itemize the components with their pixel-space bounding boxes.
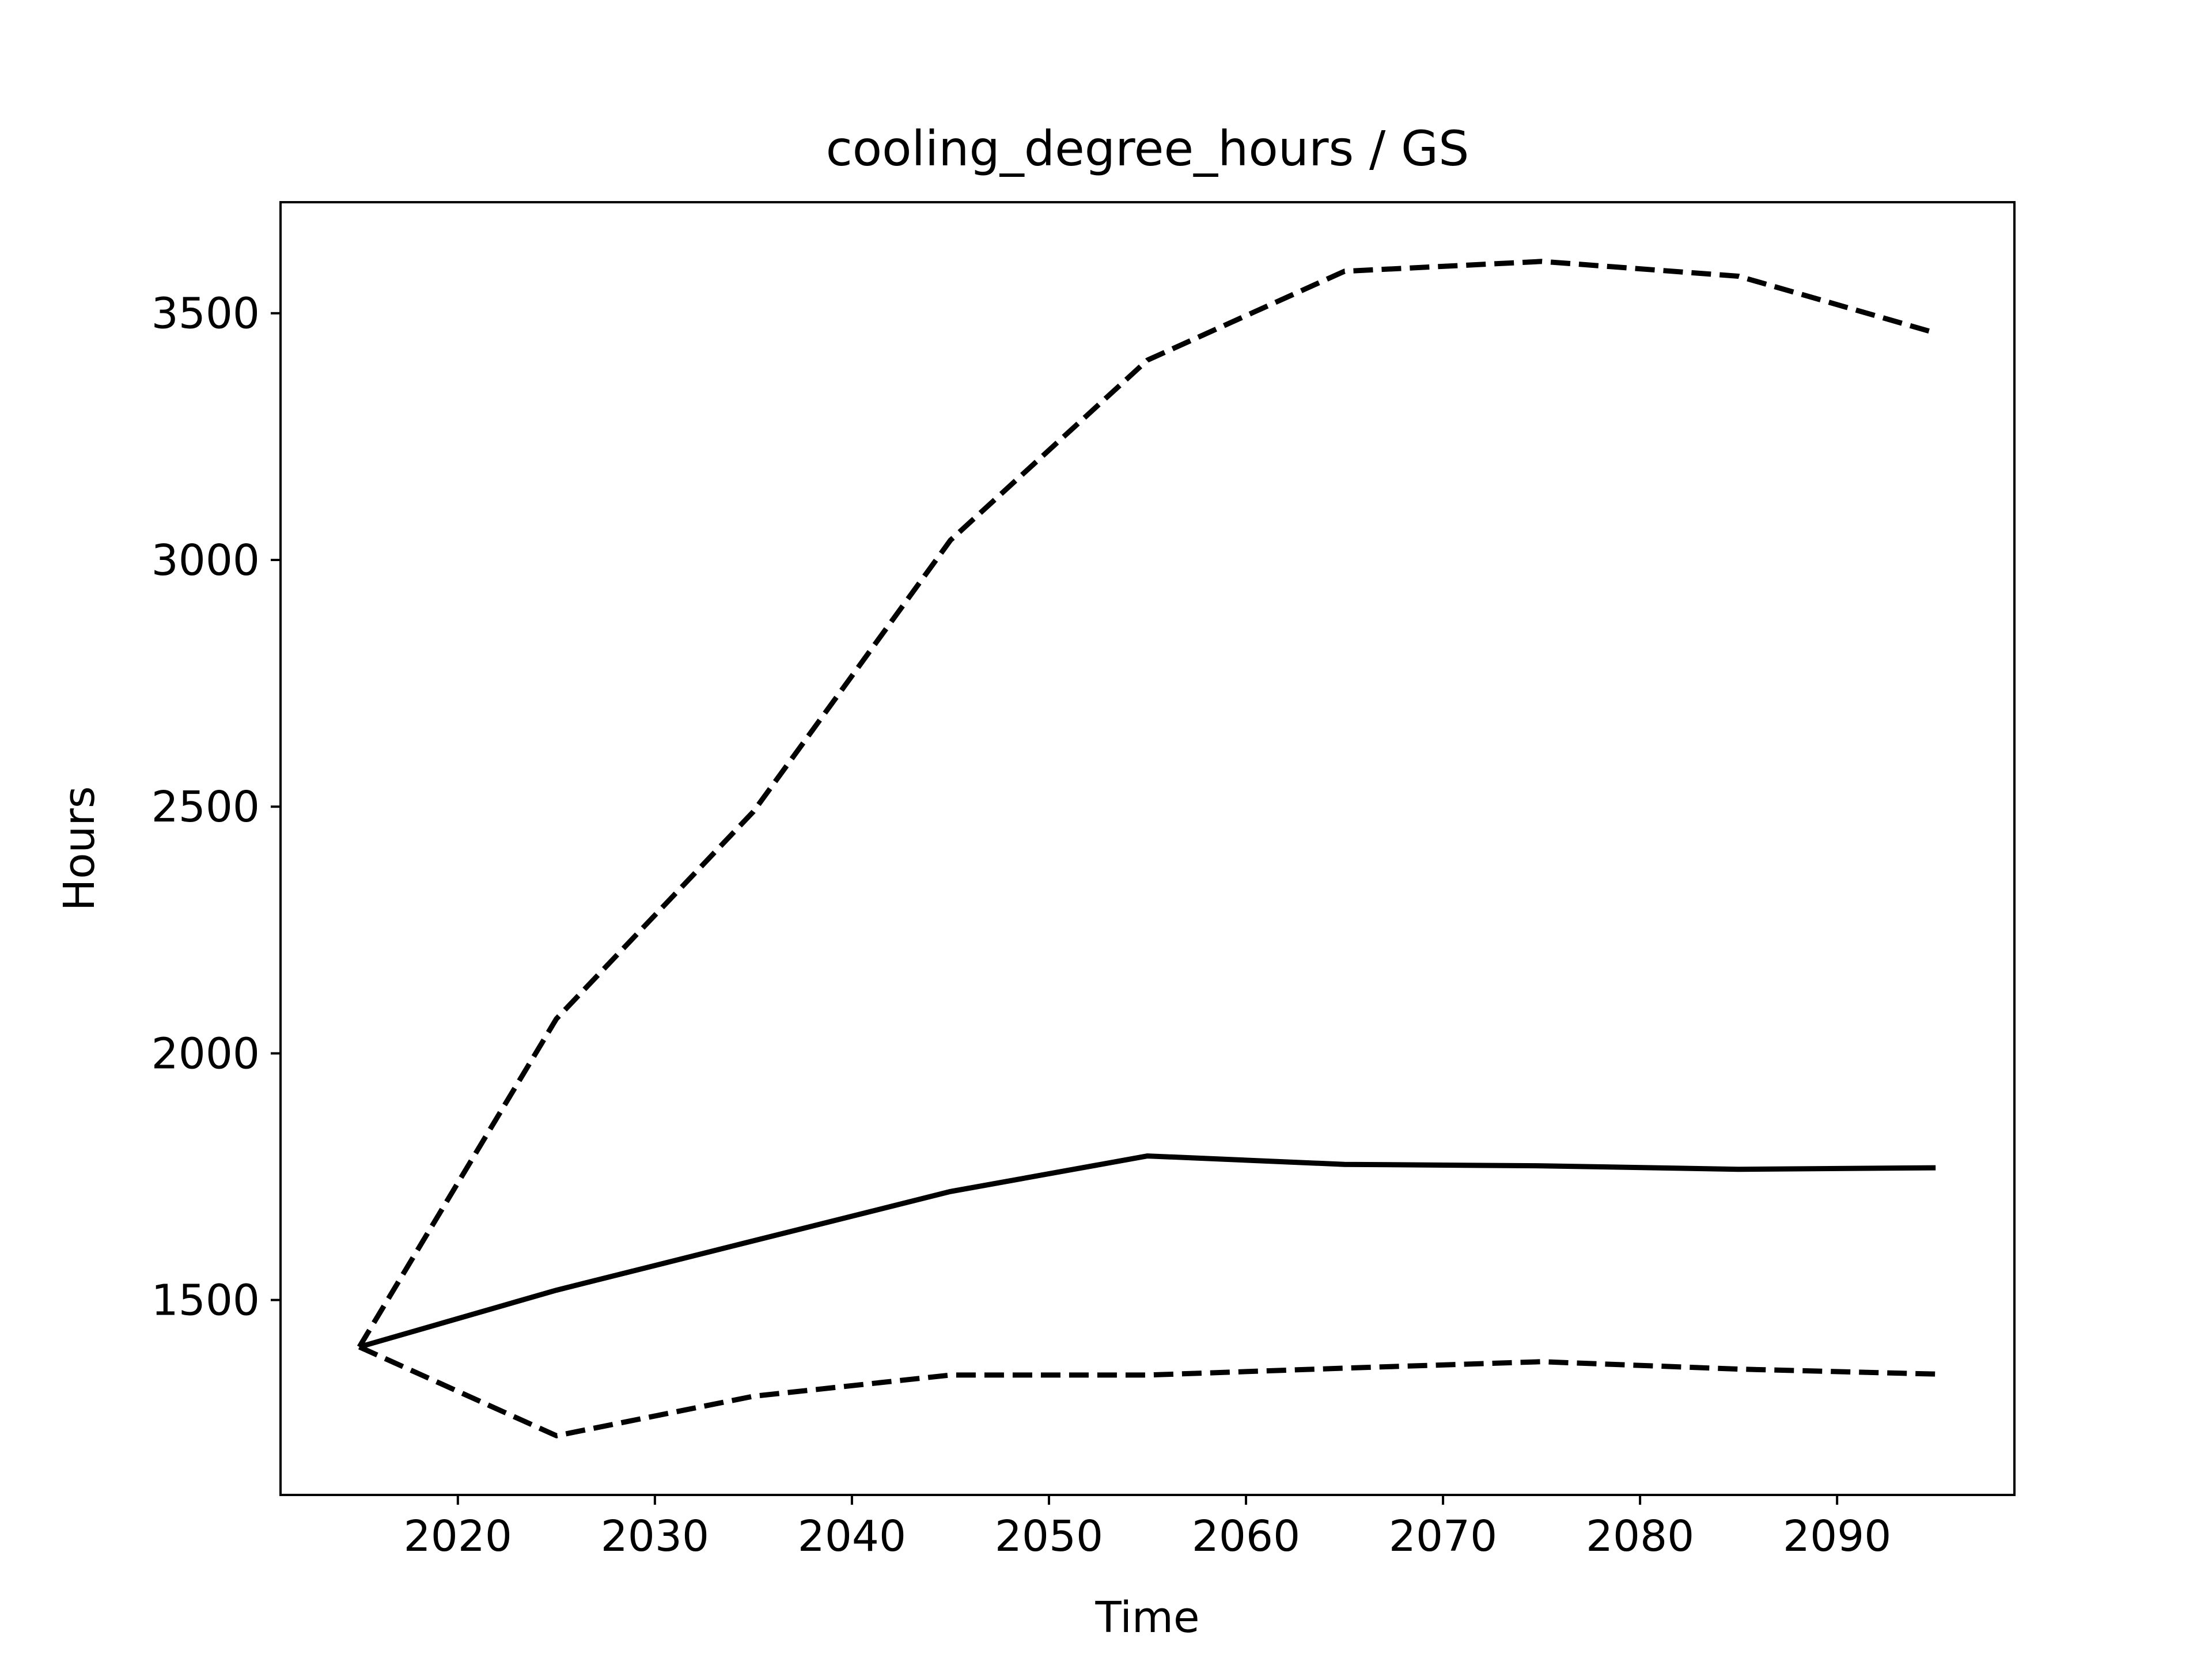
- x-tick-label: 2040: [798, 1512, 906, 1561]
- x-tick-label: 2060: [1192, 1512, 1300, 1561]
- y-tick-label: 1500: [151, 1276, 260, 1326]
- x-axis-label: Time: [1094, 1593, 1199, 1642]
- plot-area-frame: [279, 201, 2016, 1496]
- y-axis-label: Hours: [55, 786, 104, 911]
- y-tick-label: 3000: [151, 536, 260, 585]
- series-layer: [357, 259, 1937, 1438]
- chart-title: cooling_degree_hours / GS: [826, 120, 1469, 177]
- dashed-series-line-2: [357, 259, 1937, 1349]
- ticks-layer: 2020 2030 2040 2050 2060 2070 2080 2090 1500 2000…: [151, 289, 1892, 1561]
- y-tick-label: 3500: [151, 289, 260, 339]
- y-tick-label: 2500: [151, 782, 260, 832]
- x-tick-label: 2030: [601, 1512, 709, 1561]
- x-tick-label: 2080: [1586, 1512, 1694, 1561]
- x-tick-label: 2090: [1783, 1512, 1891, 1561]
- dashed-series-line-3: [358, 1344, 1936, 1438]
- solid-series-line-1: [358, 1153, 1936, 1350]
- x-tick-label: 2020: [404, 1512, 512, 1561]
- y-tick-label: 2000: [151, 1029, 260, 1078]
- x-tick-label: 2050: [995, 1512, 1103, 1561]
- x-tick-label: 2070: [1389, 1512, 1497, 1561]
